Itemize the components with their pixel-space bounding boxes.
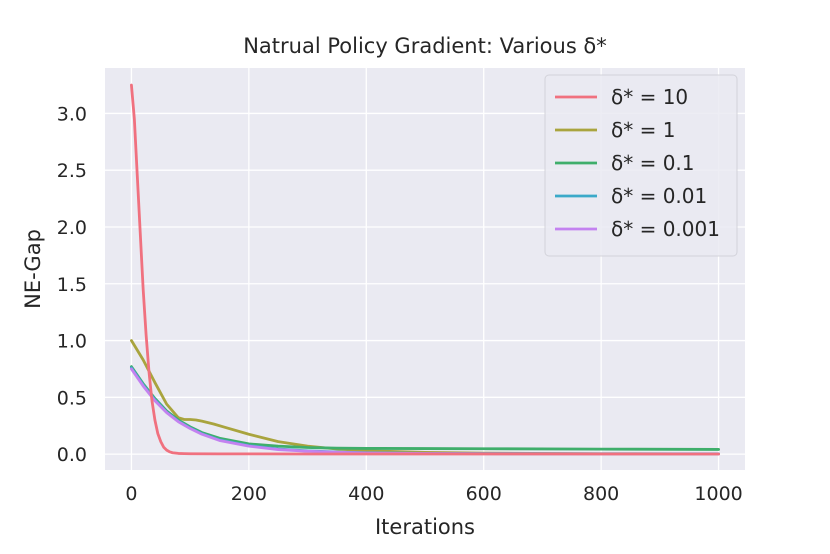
y-tick-label: 1.0 — [57, 331, 87, 353]
legend-label: δ* = 1 — [611, 118, 675, 142]
y-tick-label: 1.5 — [57, 274, 87, 296]
x-tick-label: 600 — [466, 483, 502, 505]
legend-label: δ* = 0.1 — [611, 151, 695, 175]
x-axis-label: Iterations — [375, 515, 475, 539]
y-tick-label: 3.0 — [57, 103, 87, 125]
legend-label: δ* = 10 — [611, 85, 688, 109]
x-tick-label: 0 — [125, 483, 137, 505]
legend: δ* = 10 δ* = 1 δ* = 0.1 δ* = 0.01 δ* = 0.001 — [544, 74, 738, 257]
y-axis-label: NE-Gap — [21, 229, 45, 309]
legend-box — [544, 74, 738, 257]
x-tick-label: 400 — [348, 483, 384, 505]
x-tick-label: 200 — [231, 483, 267, 505]
x-tick-label: 1000 — [694, 483, 742, 505]
legend-label: δ* = 0.001 — [611, 217, 720, 241]
y-tick-label: 0.0 — [57, 444, 87, 466]
series-line — [130, 83, 720, 456]
x-tick-label: 800 — [583, 483, 619, 505]
y-tick-label: 2.0 — [57, 217, 87, 239]
chart-title: Natrual Policy Gradient: Various δ* — [243, 34, 607, 58]
y-tick-label: 2.5 — [57, 160, 87, 182]
y-tick-label: 0.5 — [57, 387, 87, 409]
y-axis-ticks: 0.0 0.5 1.0 1.5 2.0 2.5 3.0 — [57, 103, 87, 466]
legend-label: δ* = 0.01 — [611, 184, 707, 208]
x-axis-ticks: 0 200 400 600 800 1000 — [125, 483, 742, 505]
series-lines — [130, 83, 720, 456]
